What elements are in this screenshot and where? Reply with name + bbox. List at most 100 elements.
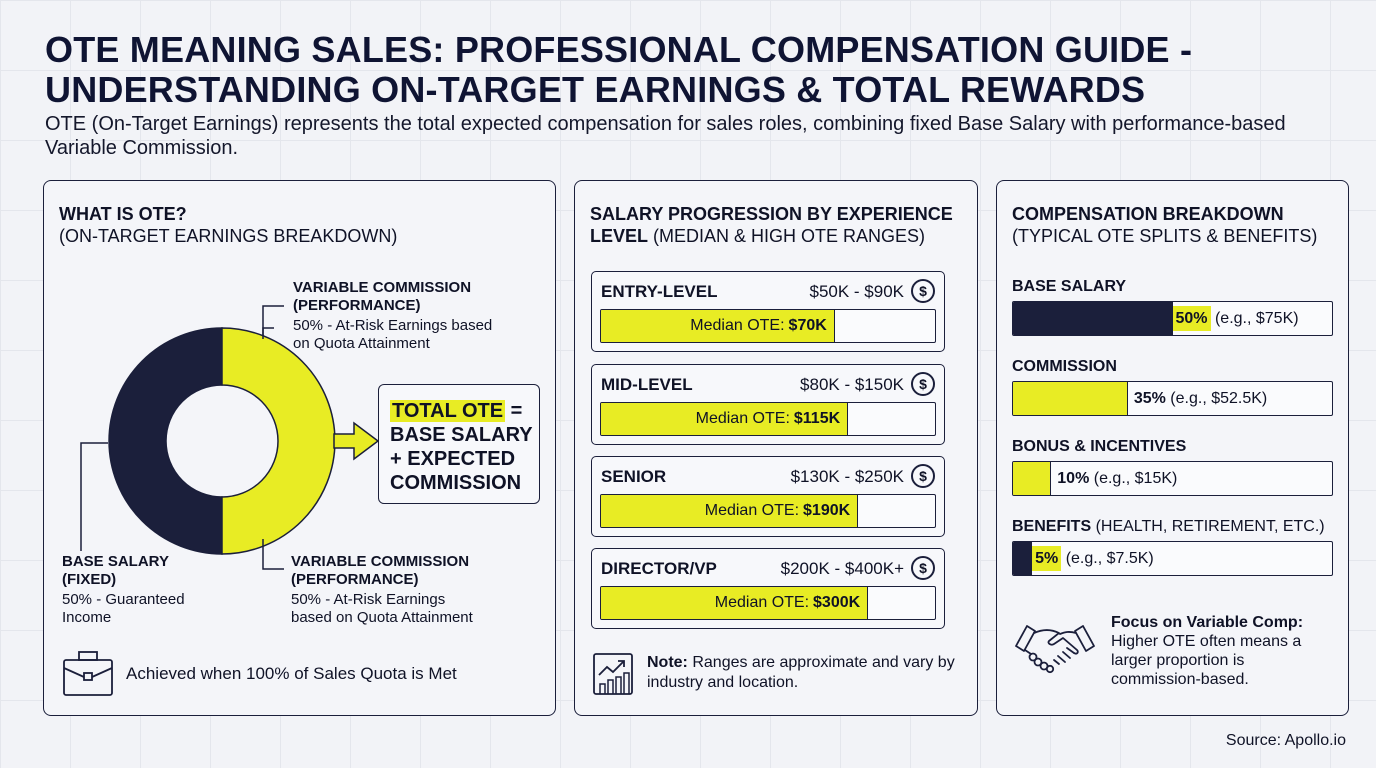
heading-bold: WHAT IS OTE? [59, 204, 187, 224]
level-range: $200K - $400K+ [780, 559, 904, 578]
label-title: (PERFORMANCE) [291, 571, 419, 588]
bar-pct: 10% [1057, 469, 1090, 487]
median-bar-fill: Median OTE: $300K [601, 587, 869, 619]
ote-donut-chart [108, 327, 380, 555]
level-name: DIRECTOR/VP [601, 559, 717, 578]
bar-fill [1013, 462, 1052, 495]
quota-footer: Achieved when 100% of Sales Quota is Met [62, 651, 457, 697]
compensation-breakdown-panel: COMPENSATION BREAKDOWN (TYPICAL OTE SPLI… [996, 180, 1349, 716]
level-card-entry: ENTRY-LEVEL $50K - $90K $ Median OTE: $70… [591, 271, 945, 352]
dollar-icon: $ [911, 464, 935, 488]
level-card-senior: SENIOR $130K - $250K $ Median OTE: $190K [591, 456, 945, 537]
median-bar: Median OTE: $115K [600, 402, 936, 436]
median-prefix: Median OTE: [704, 502, 800, 519]
formula-line: + EXPECTED [390, 448, 516, 470]
note-text: Note: Ranges are approximate and vary by… [647, 653, 967, 693]
title-line-1: OTE MEANING SALES: PROFESSIONAL COMPENSA… [45, 29, 1193, 70]
category-label-bonus: BONUS & INCENTIVES [1012, 438, 1186, 456]
bar-example: (e.g., $52.5K) [1165, 389, 1268, 407]
bar-value: 5% (e.g., $7.5K) [1032, 545, 1154, 571]
bar-pct: 35% [1133, 389, 1166, 407]
breakdown-bar-bonus: 10% (e.g., $15K) [1012, 461, 1333, 496]
panel-heading: COMPENSATION BREAKDOWN (TYPICAL OTE SPLI… [1012, 203, 1317, 247]
panel-heading: WHAT IS OTE? (ON-TARGET EARNINGS BREAKDO… [59, 203, 397, 247]
level-name: ENTRY-LEVEL [601, 282, 718, 301]
heading-bold: SALARY PROGRESSION BY EXPERIENCE [590, 204, 953, 224]
bar-value: 10% (e.g., $15K) [1051, 470, 1177, 488]
heading-bold: LEVEL [590, 226, 649, 246]
median-value: $190K [803, 502, 851, 519]
heading-light: (TYPICAL OTE SPLITS & BENEFITS) [1012, 226, 1318, 246]
variable-commission-label-bottom: VARIABLE COMMISSION (PERFORMANCE) 50% - … [291, 553, 473, 627]
bar-fill [1013, 302, 1173, 335]
bar-pct: 5% [1032, 545, 1062, 571]
category-label-commission: COMMISSION [1012, 358, 1117, 376]
median-bar-fill: Median OTE: $190K [601, 495, 859, 527]
formula-highlight: TOTAL OTE [390, 400, 506, 422]
level-range: $80K - $150K [800, 375, 904, 394]
median-value: $70K [788, 317, 827, 334]
label-title: VARIABLE COMMISSION [291, 553, 470, 570]
median-value: $300K [813, 594, 861, 611]
level-range: $50K - $90K [809, 282, 904, 301]
breakdown-bar-benefits: 5% (e.g., $7.5K) [1012, 541, 1333, 576]
median-bar: Median OTE: $190K [600, 494, 936, 528]
quota-footer-text: Achieved when 100% of Sales Quota is Met [126, 664, 457, 683]
category-label-benefits: BENEFITS (HEALTH, RETIREMENT, ETC.) [1012, 518, 1325, 536]
median-bar: Median OTE: $300K [600, 586, 936, 620]
level-name: SENIOR [601, 467, 667, 486]
handshake-icon [1015, 625, 1095, 674]
median-bar-fill: Median OTE: $115K [601, 403, 849, 435]
label-desc: 50% - Guaranteed [62, 591, 185, 608]
breakdown-bar-base-salary: 50% (e.g., $75K) [1012, 301, 1333, 336]
level-name: MID-LEVEL [601, 375, 693, 394]
median-prefix: Median OTE: [695, 410, 790, 427]
label-title: VARIABLE COMMISSION [293, 279, 472, 296]
bar-example: (e.g., $15K) [1089, 469, 1178, 487]
median-bar-fill: Median OTE: $70K [601, 310, 835, 342]
label-desc: based on Quota Attainment [291, 609, 473, 626]
label-desc: 50% - At-Risk Earnings [291, 591, 446, 608]
what-is-ote-panel: WHAT IS OTE? (ON-TARGET EARNINGS BREAKDO… [43, 180, 556, 716]
category-label-base-salary: BASE SALARY [1012, 278, 1126, 296]
salary-progression-panel: SALARY PROGRESSION BY EXPERIENCE LEVEL (… [574, 180, 978, 716]
label-title: BASE SALARY [62, 553, 169, 570]
bar-fill [1013, 382, 1128, 415]
panel-heading: SALARY PROGRESSION BY EXPERIENCE LEVEL (… [590, 203, 953, 247]
label-desc: 50% - At-Risk Earnings based [293, 317, 493, 334]
label-desc: on Quota Attainment [293, 335, 430, 352]
category-name: BONUS & INCENTIVES [1012, 438, 1187, 455]
note-body: Ranges are approximate and vary by indus… [647, 654, 955, 691]
label-desc: Income [62, 609, 112, 626]
title-line-2: UNDERSTANDING ON-TARGET EARNINGS & TOTAL… [45, 69, 1146, 110]
heading-light: (ON-TARGET EARNINGS BREAKDOWN) [59, 226, 398, 246]
heading-light: (MEDIAN & HIGH OTE RANGES) [648, 226, 926, 246]
bar-value: 50% (e.g., $75K) [1172, 305, 1299, 331]
page-title: OTE MEANING SALES: PROFESSIONAL COMPENSA… [45, 30, 1345, 110]
bar-fill [1013, 542, 1033, 575]
ote-formula-box: TOTAL OTE = BASE SALARY + EXPECTED COMMI… [378, 384, 540, 504]
variable-comp-focus: Focus on Variable Comp: Higher OTE often… [1013, 613, 1331, 689]
page-subtitle: OTE (On-Target Earnings) represents the … [45, 113, 1286, 159]
source-credit: Source: Apollo.io [1225, 732, 1346, 749]
level-card-director: DIRECTOR/VP $200K - $400K+ $ Median OTE:… [591, 548, 945, 629]
note-label: Note: [647, 654, 688, 671]
median-prefix: Median OTE: [714, 594, 810, 611]
level-range: $130K - $250K [790, 467, 904, 486]
bar-example: (e.g., $75K) [1210, 309, 1299, 327]
breakdown-bar-commission: 35% (e.g., $52.5K) [1012, 381, 1333, 416]
label-title: (FIXED) [62, 571, 117, 588]
growth-chart-icon [593, 653, 633, 695]
median-prefix: Median OTE: [690, 317, 785, 334]
variable-commission-label-top: VARIABLE COMMISSION (PERFORMANCE) 50% - … [293, 279, 492, 353]
focus-text: Focus on Variable Comp: Higher OTE often… [1111, 613, 1331, 689]
formula-line: COMMISSION [390, 472, 522, 494]
bar-pct: 50% [1172, 305, 1211, 331]
dollar-icon: $ [911, 279, 935, 303]
formula-equals: = [505, 400, 523, 422]
category-qualifier: (HEALTH, RETIREMENT, ETC.) [1091, 518, 1325, 535]
category-name: BENEFITS [1012, 518, 1092, 535]
level-card-mid: MID-LEVEL $80K - $150K $ Median OTE: $115… [591, 364, 945, 445]
bar-example: (e.g., $7.5K) [1061, 549, 1154, 567]
label-title: (PERFORMANCE) [293, 297, 421, 314]
